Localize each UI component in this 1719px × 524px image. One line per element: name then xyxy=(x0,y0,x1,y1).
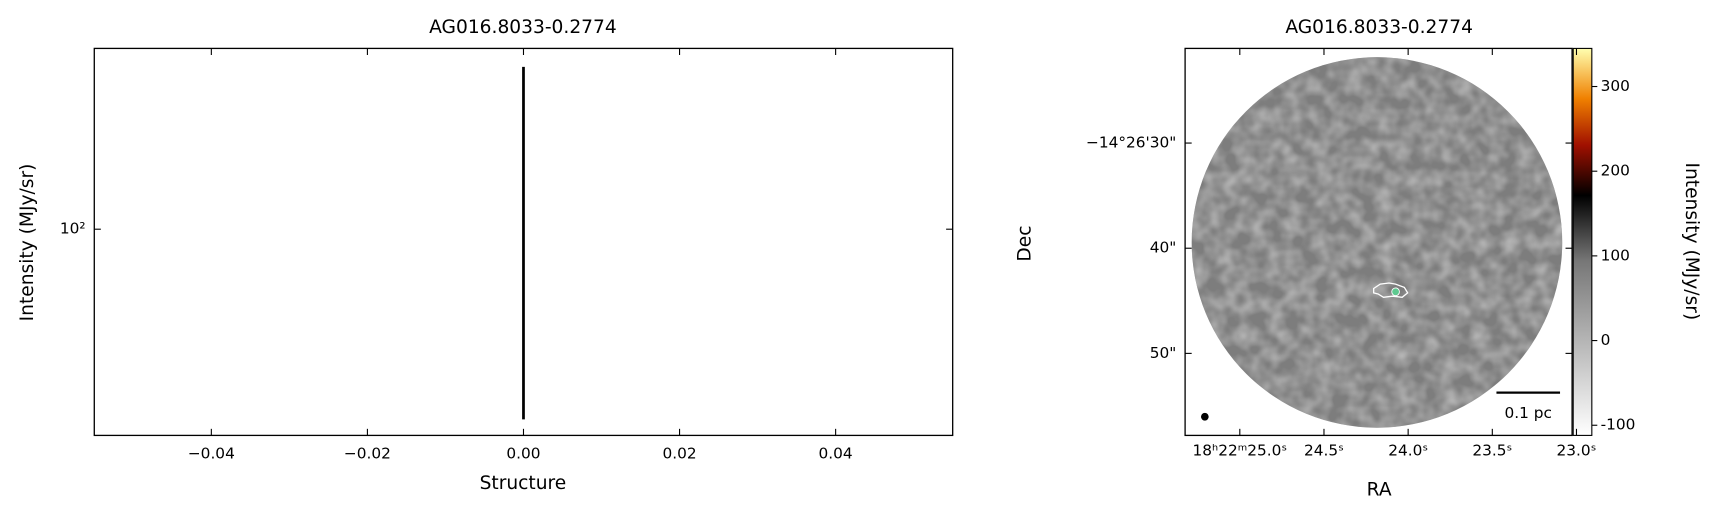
y-tick-label: −14°26'30" xyxy=(1086,134,1176,152)
colorbar xyxy=(1572,47,1593,436)
colorbar-tick-label: 200 xyxy=(1601,162,1630,180)
x-tick-label: 0.00 xyxy=(506,445,540,463)
contour xyxy=(1373,282,1409,298)
y-tick-label: 40" xyxy=(1150,239,1177,257)
x-tick-label: −0.04 xyxy=(188,445,235,463)
x-axis-label: Structure xyxy=(480,473,567,494)
x-tick-label: −0.02 xyxy=(344,445,391,463)
scalebar-label: 0.1 pc xyxy=(1505,404,1552,422)
y-tick-label: 10² xyxy=(60,220,86,238)
x-tick-label: 23.0ˢ xyxy=(1557,441,1597,459)
colorbar-label: Intensity (MJy/sr) xyxy=(1681,162,1702,320)
y-tick-label: 50" xyxy=(1150,344,1177,362)
colorbar-tick-label: 100 xyxy=(1601,246,1630,264)
chart-title: AG016.8033-0.2774 xyxy=(429,17,617,38)
x-tick-label: 0.04 xyxy=(819,445,853,463)
x-tick-label: 24.5ˢ xyxy=(1304,441,1344,459)
colorbar-tick-label: 0 xyxy=(1601,331,1611,349)
sky-image xyxy=(1191,57,1563,428)
chart-title: AG016.8033-0.2774 xyxy=(1285,17,1473,38)
colorbar-tick-label: 300 xyxy=(1601,77,1630,95)
x-tick-label: 18ʰ22ᵐ25.0ˢ xyxy=(1193,441,1288,459)
x-tick-label: 23.5ˢ xyxy=(1472,441,1512,459)
x-tick-label: 24.0ˢ xyxy=(1388,441,1428,459)
y-axis-label: Dec xyxy=(1015,226,1036,262)
y-axis-label: Intensity (MJy/sr) xyxy=(17,164,38,322)
source-marker xyxy=(1391,287,1400,297)
axes-frame xyxy=(1184,47,1573,437)
x-tick-label: 0.02 xyxy=(662,445,696,463)
beam xyxy=(1200,412,1209,421)
x-axis-label: RA xyxy=(1367,480,1392,501)
colorbar-tick-label: -100 xyxy=(1601,416,1636,434)
